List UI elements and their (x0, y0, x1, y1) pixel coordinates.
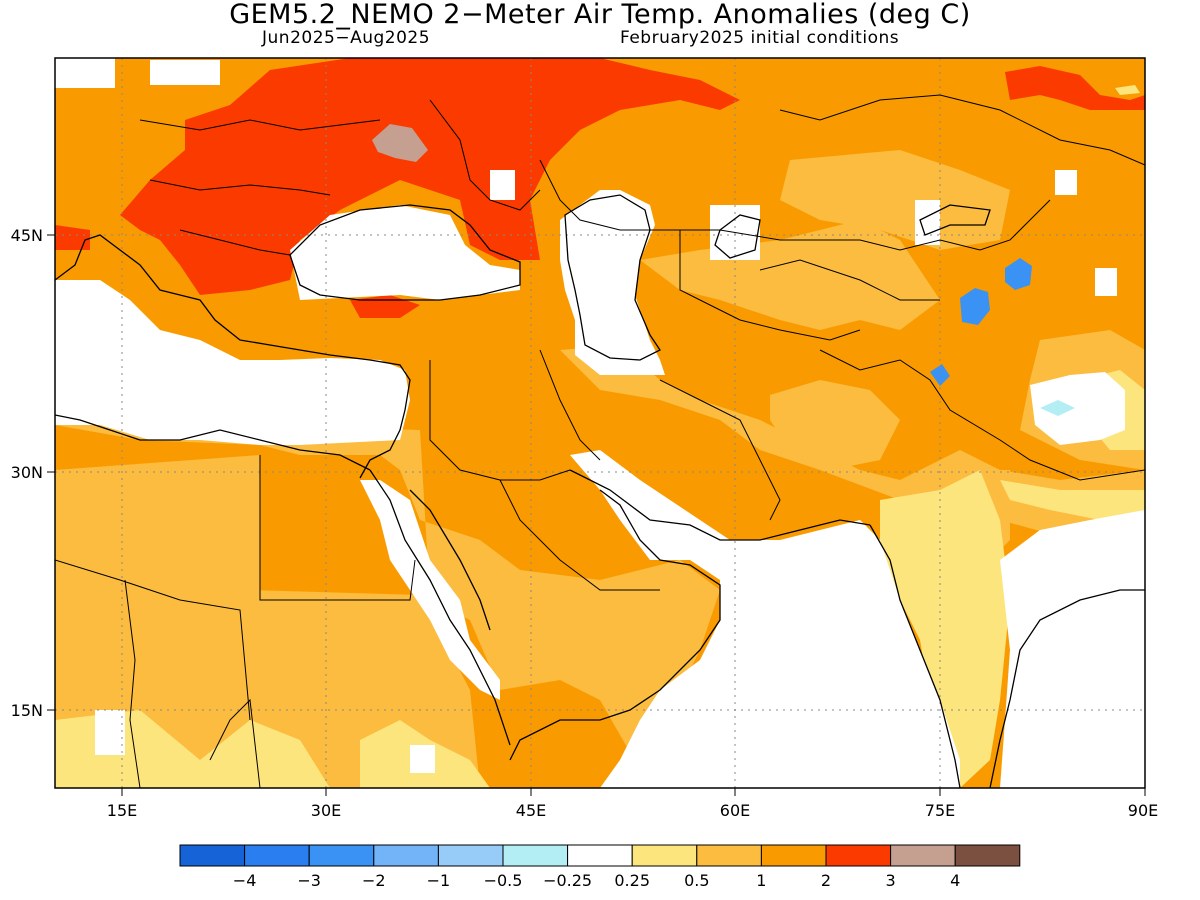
forecast-period: Jun2025−Aug2025 (262, 28, 431, 48)
lake-white-zone (490, 170, 515, 200)
colorbar-label: 2 (821, 871, 831, 890)
lake-white-zone (1095, 268, 1117, 296)
colorbar-label: 0.5 (684, 871, 709, 890)
lon-tick-label: 45E (516, 801, 546, 820)
balkhash-white-zone (915, 200, 940, 245)
colorbar-label: 1 (756, 871, 766, 890)
lake-white-zone (1055, 170, 1077, 195)
colorbar-label: −1 (427, 871, 451, 890)
lon-tick-label: 75E (925, 801, 955, 820)
anomaly-field-neg-1-2 (960, 288, 990, 325)
anomaly-field-0-25-0-5 (1115, 85, 1140, 95)
colorbar-swatch (308, 844, 375, 867)
colorbar-swatch (244, 844, 310, 867)
north-white-zone (55, 58, 115, 88)
colorbar-swatch (502, 844, 569, 867)
caspian-white-zone (560, 190, 665, 375)
bay-of-bengal-white-zone (1000, 510, 1145, 788)
colorbar-swatch (179, 844, 246, 867)
lat-tick-label: 45N (11, 226, 43, 245)
anomaly-field-0-5-1 (55, 455, 260, 788)
map-title: GEM5.2_NEMO 2−Meter Air Temp. Anomalies … (229, 0, 971, 30)
anomaly-field-3-4 (372, 124, 428, 162)
black-sea-white-zone (290, 205, 520, 300)
map-field (55, 58, 1145, 788)
colorbar-swatch (760, 844, 827, 867)
mediterranean-white-zone (55, 280, 410, 445)
lat-tick-label: 15N (11, 701, 43, 720)
anomaly-field-0-5-1 (640, 220, 940, 330)
latitude-labels: 45N 30N 15N (11, 226, 43, 720)
colorbar-label: −0.25 (543, 871, 592, 890)
colorbar-swatch (696, 844, 762, 867)
colorbar-label: 3 (886, 871, 896, 890)
anomaly-field-2-3 (120, 58, 740, 295)
lon-tick-label: 30E (311, 801, 341, 820)
anomaly-field-2-3 (55, 225, 90, 250)
coastlines (55, 194, 1145, 788)
colorbar-swatch (567, 844, 633, 867)
anomaly-field-0-25-0-5 (1000, 480, 1145, 520)
lat-tick-label: 30N (11, 463, 43, 482)
arabian-sea-white-zone (570, 450, 960, 788)
anomaly-field-neg-1-2 (1005, 258, 1032, 290)
colorbar-swatch (631, 844, 698, 867)
colorbar-swatch (373, 844, 439, 867)
political-borders (55, 94, 1145, 788)
anomaly-field-0-25-0-5 (880, 470, 1010, 788)
lon-tick-label: 15E (107, 801, 137, 820)
initial-conditions: February2025 initial conditions (620, 28, 900, 48)
colorbar-swatch (437, 844, 504, 867)
colorbar-label: −3 (297, 871, 321, 890)
colorbar-label: −0.5 (484, 871, 523, 890)
map-frame (54, 57, 1146, 789)
colorbar-label: 0.25 (614, 871, 650, 890)
lake-white-zone (410, 745, 435, 773)
anomaly-field-2-3 (350, 295, 420, 318)
north-white-zone (150, 60, 220, 85)
graticule (55, 58, 1145, 788)
colorbar-swatch (890, 844, 956, 867)
anomaly-field-neg-0-25-0-5 (1040, 400, 1075, 416)
lon-tick-label: 60E (720, 801, 750, 820)
longitude-labels: 15E 30E 45E 60E 75E 90E (107, 801, 1158, 820)
colorbar-label: −4 (233, 871, 257, 890)
red-sea-white-zone (360, 480, 500, 700)
lon-tick-label: 90E (1128, 801, 1158, 820)
colorbar-label: −2 (362, 871, 386, 890)
anomaly-field-0-5-1 (770, 380, 900, 470)
colorbar-swatch (825, 844, 892, 867)
colorbar-label: 4 (950, 871, 960, 890)
lake-white-zone (95, 710, 125, 755)
colorbar-swatch (954, 844, 1021, 867)
colorbar: −4 −3 −2 −1 −0.5 −0.25 0.25 0.5 1 2 3 4 (179, 844, 1021, 890)
tibet-white-zone (1030, 372, 1125, 445)
anomaly-field-2-3 (1005, 66, 1145, 110)
axis-ticks (47, 234, 1146, 796)
